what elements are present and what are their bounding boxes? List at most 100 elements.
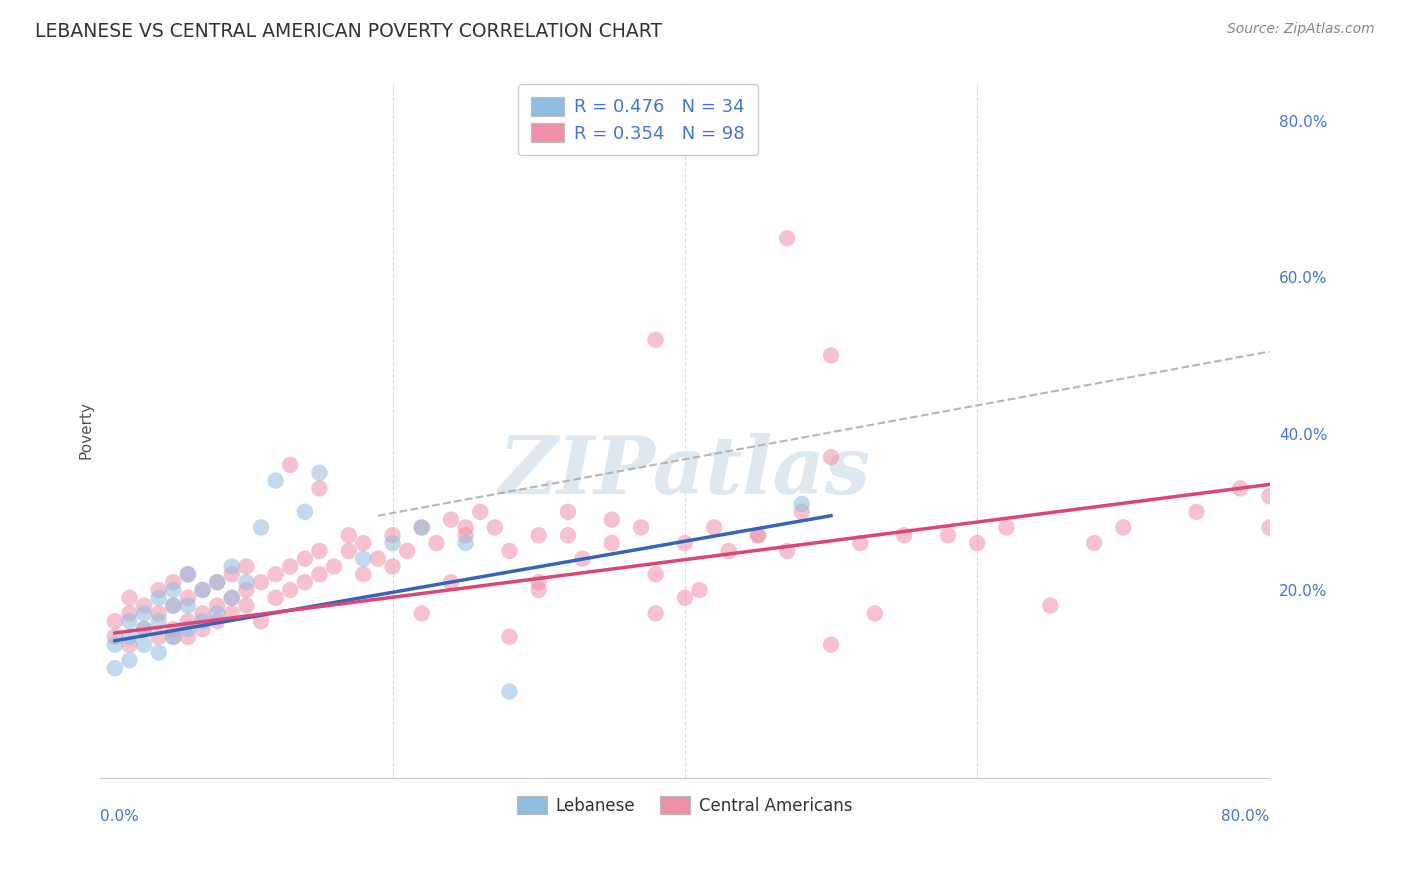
- Point: [776, 231, 799, 245]
- Point: [352, 551, 374, 566]
- Point: [177, 622, 200, 636]
- Point: [425, 536, 447, 550]
- Point: [337, 544, 360, 558]
- Point: [571, 551, 593, 566]
- Point: [205, 575, 228, 590]
- Point: [557, 528, 579, 542]
- Point: [411, 607, 433, 621]
- Point: [162, 599, 184, 613]
- Point: [498, 630, 520, 644]
- Point: [1039, 599, 1062, 613]
- Point: [396, 544, 419, 558]
- Point: [966, 536, 988, 550]
- Point: [381, 536, 404, 550]
- Point: [352, 567, 374, 582]
- Point: [191, 582, 214, 597]
- Point: [936, 528, 959, 542]
- Point: [308, 567, 330, 582]
- Point: [995, 520, 1018, 534]
- Point: [1258, 520, 1281, 534]
- Point: [863, 607, 886, 621]
- Point: [440, 575, 463, 590]
- Point: [118, 614, 141, 628]
- Point: [278, 559, 301, 574]
- Point: [177, 599, 200, 613]
- Point: [235, 559, 257, 574]
- Point: [308, 544, 330, 558]
- Point: [148, 646, 170, 660]
- Point: [162, 599, 184, 613]
- Point: [294, 551, 316, 566]
- Point: [790, 505, 813, 519]
- Point: [367, 551, 389, 566]
- Point: [148, 607, 170, 621]
- Point: [205, 607, 228, 621]
- Point: [148, 630, 170, 644]
- Point: [132, 599, 155, 613]
- Point: [381, 528, 404, 542]
- Point: [205, 599, 228, 613]
- Point: [118, 630, 141, 644]
- Point: [235, 575, 257, 590]
- Point: [235, 599, 257, 613]
- Point: [381, 559, 404, 574]
- Point: [177, 567, 200, 582]
- Point: [527, 582, 550, 597]
- Point: [484, 520, 506, 534]
- Point: [264, 567, 287, 582]
- Point: [148, 582, 170, 597]
- Point: [323, 559, 346, 574]
- Point: [148, 614, 170, 628]
- Point: [162, 622, 184, 636]
- Point: [191, 582, 214, 597]
- Point: [104, 661, 127, 675]
- Y-axis label: Poverty: Poverty: [79, 401, 93, 458]
- Point: [162, 582, 184, 597]
- Point: [673, 591, 696, 605]
- Point: [221, 567, 243, 582]
- Point: [1112, 520, 1135, 534]
- Point: [132, 638, 155, 652]
- Point: [148, 591, 170, 605]
- Point: [498, 684, 520, 698]
- Point: [411, 520, 433, 534]
- Point: [162, 575, 184, 590]
- Point: [600, 513, 623, 527]
- Point: [527, 575, 550, 590]
- Point: [673, 536, 696, 550]
- Text: LEBANESE VS CENTRAL AMERICAN POVERTY CORRELATION CHART: LEBANESE VS CENTRAL AMERICAN POVERTY COR…: [35, 22, 662, 41]
- Point: [177, 567, 200, 582]
- Point: [600, 536, 623, 550]
- Point: [191, 622, 214, 636]
- Point: [104, 638, 127, 652]
- Point: [820, 349, 842, 363]
- Point: [470, 505, 492, 519]
- Point: [644, 567, 666, 582]
- Point: [104, 630, 127, 644]
- Point: [644, 333, 666, 347]
- Point: [557, 505, 579, 519]
- Point: [264, 591, 287, 605]
- Point: [191, 607, 214, 621]
- Text: Source: ZipAtlas.com: Source: ZipAtlas.com: [1227, 22, 1375, 37]
- Point: [162, 630, 184, 644]
- Point: [747, 528, 769, 542]
- Point: [205, 575, 228, 590]
- Point: [177, 591, 200, 605]
- Point: [221, 607, 243, 621]
- Text: 0.0%: 0.0%: [100, 809, 139, 824]
- Point: [498, 544, 520, 558]
- Point: [893, 528, 915, 542]
- Point: [717, 544, 740, 558]
- Point: [221, 559, 243, 574]
- Point: [177, 630, 200, 644]
- Point: [527, 528, 550, 542]
- Point: [118, 638, 141, 652]
- Point: [820, 450, 842, 464]
- Point: [1229, 481, 1251, 495]
- Point: [177, 614, 200, 628]
- Point: [630, 520, 652, 534]
- Point: [118, 653, 141, 667]
- Point: [132, 622, 155, 636]
- Point: [250, 520, 273, 534]
